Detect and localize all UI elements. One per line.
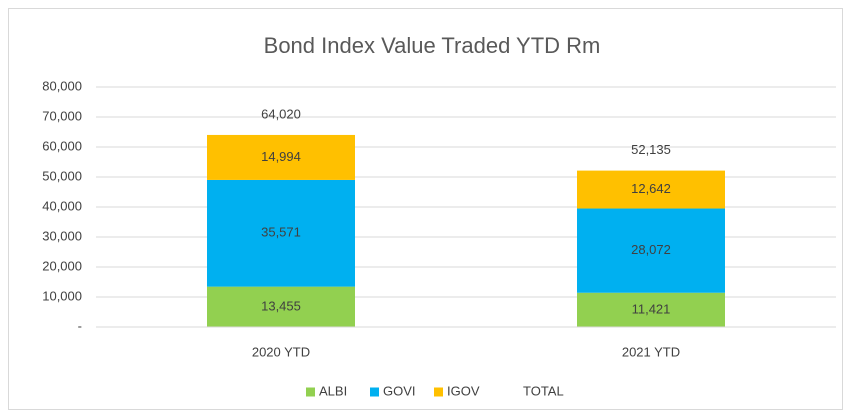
chart-title: Bond Index Value Traded YTD Rm — [264, 33, 601, 58]
bar-segment — [207, 286, 355, 327]
y-tick-label: 70,000 — [42, 108, 82, 123]
legend-swatch — [370, 387, 379, 397]
bar-segment — [577, 170, 725, 209]
y-tick-label: 10,000 — [42, 288, 82, 303]
y-tick-label: 40,000 — [42, 198, 82, 213]
data-label: 13,455 — [261, 298, 301, 313]
bar-segment — [577, 208, 725, 293]
data-label: 52,135 — [631, 142, 671, 157]
bar-segment — [207, 134, 355, 180]
legend-label: IGOV — [447, 383, 480, 398]
legend-label: ALBI — [319, 383, 347, 398]
x-tick-label: 2021 YTD — [622, 344, 680, 359]
y-tick-label: 80,000 — [42, 78, 82, 93]
data-label: 11,421 — [632, 301, 671, 316]
bar-segment — [207, 179, 355, 287]
x-tick-label: 2020 YTD — [252, 344, 310, 359]
data-label: 35,571 — [261, 225, 301, 240]
data-label: 28,072 — [631, 242, 671, 257]
legend-label: TOTAL — [523, 383, 564, 398]
data-label: 12,642 — [631, 181, 671, 196]
y-tick-label: - — [78, 318, 82, 333]
legend-swatch — [306, 387, 315, 397]
bar-segment — [577, 292, 725, 327]
y-tick-label: 60,000 — [42, 138, 82, 153]
y-tick-label: 30,000 — [42, 228, 82, 243]
y-tick-label: 20,000 — [42, 258, 82, 273]
data-label: 64,020 — [261, 106, 301, 121]
legend-swatch — [434, 387, 443, 397]
data-label: 14,994 — [261, 149, 301, 164]
y-tick-label: 50,000 — [42, 168, 82, 183]
legend-label: GOVI — [383, 383, 416, 398]
